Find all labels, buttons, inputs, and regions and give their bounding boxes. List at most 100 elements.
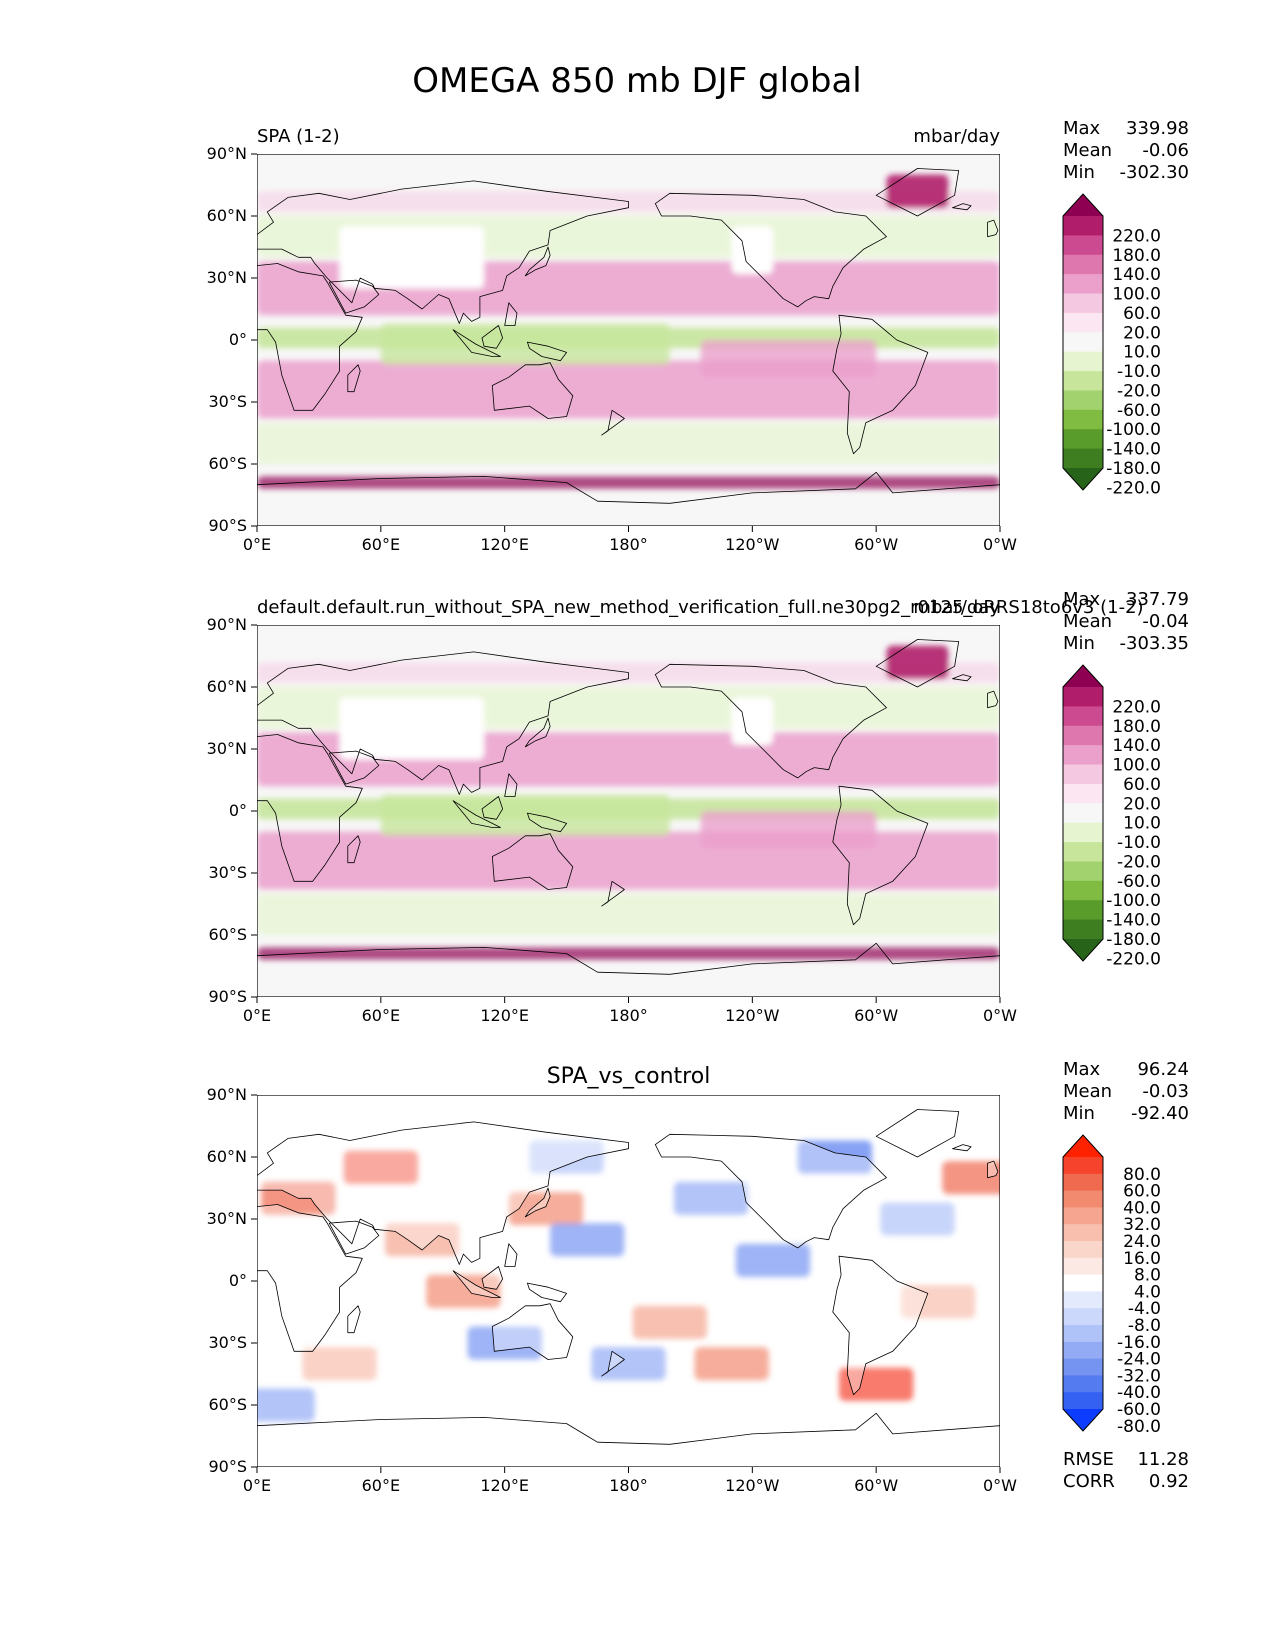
colorbar-segment <box>1063 745 1103 766</box>
field-patch <box>257 422 1000 464</box>
y-tick-label: 90°N <box>207 144 247 163</box>
x-tick-label: 0°W <box>983 535 1017 554</box>
stat-value: -92.40 <box>1131 1103 1189 1124</box>
field-patch <box>384 1223 460 1257</box>
y-tick-label: 60°S <box>208 454 247 473</box>
field-patch <box>694 1347 769 1381</box>
colorbar-label: 180.0 <box>1112 717 1161 737</box>
map-area <box>257 1095 1000 1467</box>
field-patch <box>508 1192 584 1226</box>
x-tick-label: 180° <box>609 1006 648 1025</box>
y-tick-label: 60°N <box>207 1147 247 1166</box>
x-tick-label: 0°W <box>983 1006 1017 1025</box>
colorbar-label: -60.0 <box>1117 1400 1161 1420</box>
stat-value: -0.06 <box>1142 140 1189 161</box>
panel-left-label: default.default.run_without_SPA_new_meth… <box>257 597 1144 618</box>
colorbar-segment <box>1063 783 1103 804</box>
stat-label: Min <box>1063 162 1095 183</box>
x-tick-label: 0°E <box>243 535 271 554</box>
stat-label: Min <box>1063 1103 1095 1124</box>
stat-value: -0.04 <box>1142 611 1189 632</box>
colorbar-label: -80.0 <box>1117 1417 1161 1437</box>
extra-stat-label: RMSE <box>1063 1449 1114 1470</box>
colorbar-outline <box>1062 1134 1104 1432</box>
colorbar-label: -140.0 <box>1106 440 1161 460</box>
colorbar-extend-bottom <box>1063 939 1103 961</box>
colorbar-label: -20.0 <box>1117 381 1161 401</box>
coastline <box>257 639 1000 997</box>
colorbar-extend-top <box>1063 1135 1103 1157</box>
panel-2: default.default.run_without_SPA_new_meth… <box>207 589 1189 1025</box>
field-patch <box>380 794 670 836</box>
colorbar-segment <box>1063 919 1103 940</box>
colorbar-segment <box>1063 1341 1103 1360</box>
y-tick-label: 0° <box>229 330 247 349</box>
colorbar-label: -180.0 <box>1106 459 1161 479</box>
x-tick-label: 60°E <box>362 1006 400 1025</box>
y-tick-label: 60°S <box>208 925 247 944</box>
field-patch <box>257 360 1000 419</box>
colorbar-segment <box>1063 1173 1103 1192</box>
stat-value: -302.30 <box>1120 162 1189 183</box>
stat-label: Min <box>1063 633 1095 654</box>
colorbar-segment <box>1063 822 1103 843</box>
field-patch <box>302 1347 377 1381</box>
extra-stat-label: CORR <box>1063 1471 1115 1492</box>
x-tick-label: 120°W <box>725 1006 780 1025</box>
field-patch <box>735 1243 811 1277</box>
colorbar-label: -180.0 <box>1106 930 1161 950</box>
extra-stat-value: 11.28 <box>1137 1449 1189 1470</box>
y-tick-label: 60°S <box>208 1395 247 1414</box>
stat-value: 337.79 <box>1126 589 1189 610</box>
colorbar-segment <box>1063 861 1103 882</box>
panel-1: SPA (1-2) mbar/day 0°E 60°E 120°E 180° 120°W 60… <box>207 118 1189 554</box>
extra-stat-value: 0.92 <box>1149 1471 1189 1492</box>
x-tick-label: 180° <box>609 1476 648 1495</box>
colorbar-label: 220.0 <box>1112 226 1161 246</box>
colorbar-label: 80.0 <box>1123 1165 1161 1185</box>
field-patch <box>257 947 1000 960</box>
x-tick-label: 60°E <box>362 1476 400 1495</box>
y-tick-label: 90°S <box>208 516 247 535</box>
colorbar-segment <box>1063 235 1103 256</box>
colorbar-segment <box>1063 371 1103 391</box>
colorbar-segment <box>1063 1392 1103 1410</box>
colorbar-label: 220.0 <box>1112 697 1161 717</box>
colorbar-extend-top <box>1063 665 1103 687</box>
colorbar-segment <box>1063 1190 1103 1208</box>
colorbar-label: 60.0 <box>1123 304 1161 324</box>
colorbar-segment <box>1063 1257 1103 1276</box>
colorbar-label: 60.0 <box>1123 775 1161 795</box>
colorbar-segment <box>1063 448 1103 469</box>
field-patch <box>700 340 877 378</box>
colorbar-segment <box>1063 254 1103 275</box>
x-tick-label: 0°W <box>983 1476 1017 1495</box>
stat-label: Mean <box>1063 140 1112 161</box>
stat-label: Mean <box>1063 611 1112 632</box>
colorbar-segment <box>1063 803 1103 824</box>
field-patch <box>339 697 485 760</box>
colorbar-label: 20.0 <box>1123 323 1161 343</box>
colorbar-label: 10.0 <box>1123 814 1161 834</box>
y-tick-label: 30°N <box>207 1209 247 1228</box>
stat-value: 96.24 <box>1137 1059 1189 1080</box>
stat-label: Max <box>1063 118 1101 139</box>
colorbar-segment <box>1063 1325 1103 1343</box>
colorbar-segment <box>1063 293 1103 314</box>
stat-value: -0.03 <box>1142 1081 1189 1102</box>
colorbar-segment <box>1063 706 1103 727</box>
colorbar-segment <box>1063 687 1103 707</box>
field-patch <box>257 1388 315 1422</box>
colorbar-label: 140.0 <box>1112 265 1161 285</box>
colorbar-label: 100.0 <box>1112 285 1161 305</box>
stat-value: 339.98 <box>1126 118 1189 139</box>
field-patch <box>731 226 773 274</box>
panel-right-label: mbar/day <box>913 597 1000 618</box>
field-patch <box>900 1285 976 1319</box>
stat-label: Max <box>1063 589 1101 610</box>
colorbar-label: -40.0 <box>1117 1383 1161 1403</box>
y-tick-label: 30°S <box>208 392 247 411</box>
field-patch <box>731 697 773 745</box>
stat-label: Max <box>1063 1059 1101 1080</box>
colorbar-label: 40.0 <box>1123 1198 1161 1218</box>
